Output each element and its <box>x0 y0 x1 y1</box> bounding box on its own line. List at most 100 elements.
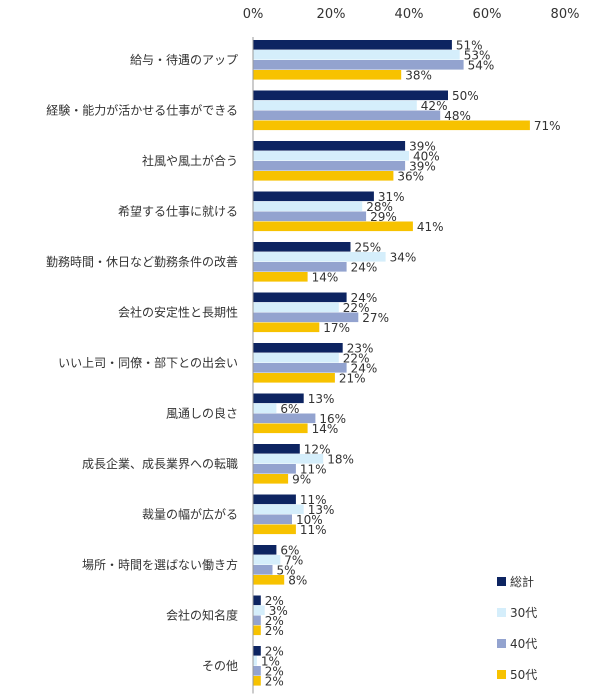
value-label: 71% <box>534 119 561 133</box>
bar <box>253 242 351 252</box>
bar <box>253 151 409 161</box>
value-label: 39% <box>409 160 436 174</box>
value-label: 3% <box>269 604 288 618</box>
value-label: 21% <box>339 372 366 386</box>
bars <box>253 40 530 686</box>
bar <box>253 60 464 70</box>
bar <box>253 302 339 313</box>
value-label: 53% <box>464 49 491 63</box>
value-label: 40% <box>413 150 440 164</box>
value-label: 42% <box>421 99 448 113</box>
bar <box>253 50 460 60</box>
value-label: 2% <box>265 665 284 679</box>
bar <box>253 605 265 616</box>
legend-swatch <box>497 639 506 648</box>
category-label: 給与・待遇のアップ <box>130 53 238 67</box>
bar <box>253 676 261 686</box>
value-label: 9% <box>292 473 311 487</box>
bar <box>253 464 296 474</box>
category-label: 希望する仕事に就ける <box>118 204 238 219</box>
value-label: 17% <box>323 321 350 335</box>
bar <box>253 454 324 464</box>
bar <box>253 615 261 626</box>
bar <box>253 646 261 656</box>
value-label: 36% <box>397 170 424 184</box>
bar <box>253 413 316 424</box>
bar <box>253 70 402 80</box>
bar <box>253 252 386 262</box>
category-label: 成長企業、成長業界への転職 <box>82 456 238 471</box>
bar <box>253 494 296 505</box>
x-tick-label: 20% <box>317 7 346 22</box>
category-label: 会社の安定性と長期性 <box>118 305 238 320</box>
value-label: 24% <box>351 362 378 376</box>
value-label: 29% <box>370 210 397 224</box>
value-label: 23% <box>347 342 374 356</box>
value-label: 51% <box>456 39 483 53</box>
x-tick-label: 40% <box>395 7 424 22</box>
value-label: 2% <box>265 675 284 689</box>
bar <box>253 201 363 212</box>
bar <box>253 625 261 636</box>
value-label: 18% <box>327 453 354 467</box>
legend-swatch <box>497 577 506 586</box>
value-label: 1% <box>261 655 280 669</box>
legend: 総計 30代 40代 50代 <box>497 574 537 682</box>
category-label: その他 <box>202 659 238 673</box>
legend-swatch <box>497 670 506 679</box>
category-label: 社風や風土が合う <box>142 153 238 168</box>
value-label: 22% <box>343 301 370 315</box>
bar <box>253 141 406 151</box>
value-label: 2% <box>265 594 284 608</box>
value-label: 39% <box>409 140 436 154</box>
value-label: 2% <box>265 614 284 628</box>
bar <box>253 312 359 323</box>
bar <box>253 262 347 272</box>
value-label: 27% <box>362 311 389 325</box>
bar <box>253 322 320 333</box>
bar <box>253 504 304 515</box>
value-label: 24% <box>351 291 378 305</box>
bar <box>253 211 367 222</box>
value-label: 34% <box>390 251 417 265</box>
value-label: 2% <box>265 624 284 638</box>
value-label: 25% <box>355 241 382 255</box>
value-label: 14% <box>312 422 339 436</box>
category-label: 勤務時間・休日など勤務条件の改善 <box>46 254 238 269</box>
bar <box>253 120 530 131</box>
bar <box>253 343 343 353</box>
value-label: 54% <box>468 59 495 73</box>
value-label: 11% <box>300 493 327 507</box>
value-label: 11% <box>300 463 327 477</box>
value-labels: 51%53%54%38%50%42%48%71%39%40%39%36%31%2… <box>261 39 561 689</box>
category-label: 風通しの良さ <box>166 406 238 421</box>
bar <box>253 444 300 454</box>
legend-label: 30代 <box>510 606 537 620</box>
category-label: 場所・時間を選ばない働き方 <box>82 557 238 572</box>
legend-label: 40代 <box>510 637 537 651</box>
bar <box>253 423 308 434</box>
bar <box>253 171 394 181</box>
category-label: いい上司・同僚・部下との出会い <box>58 355 238 370</box>
value-label: 24% <box>351 261 378 275</box>
value-label: 13% <box>308 503 335 517</box>
bar <box>253 514 292 525</box>
bar <box>253 524 296 535</box>
value-label: 48% <box>444 109 471 123</box>
legend-swatch <box>497 608 506 617</box>
bar <box>253 555 281 565</box>
value-label: 7% <box>284 554 303 568</box>
value-label: 6% <box>280 402 299 416</box>
value-label: 13% <box>308 392 335 406</box>
value-label: 12% <box>304 443 331 457</box>
value-label: 6% <box>280 544 299 558</box>
value-label: 31% <box>378 190 405 204</box>
bar <box>253 272 308 282</box>
bar <box>253 161 406 171</box>
bar <box>253 363 347 373</box>
x-tick-label: 0% <box>243 7 264 22</box>
legend-label: 50代 <box>510 668 537 682</box>
bar <box>253 565 273 575</box>
bar <box>253 110 441 121</box>
